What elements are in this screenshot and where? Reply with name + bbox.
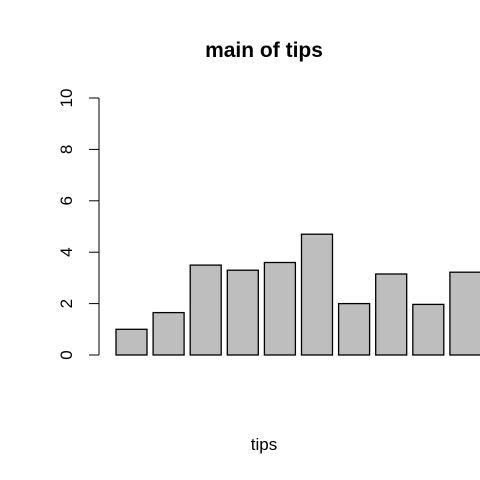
y-ticks: 0 2 4 6 8 10	[57, 89, 99, 360]
y-tick-label: 6	[57, 196, 76, 205]
bar	[337, 302, 371, 356]
bar	[449, 271, 480, 356]
bar	[263, 261, 297, 356]
bar	[152, 311, 185, 356]
bar	[412, 303, 445, 356]
bar	[226, 269, 259, 356]
bars	[115, 233, 480, 356]
bar	[300, 233, 334, 356]
x-axis-label: tips	[251, 435, 277, 454]
y-tick-label: 10	[57, 89, 76, 108]
y-tick-label: 8	[57, 145, 76, 154]
y-tick-label: 2	[57, 299, 76, 308]
chart-title: main of tips	[205, 39, 323, 62]
bar	[189, 264, 222, 356]
y-tick-label: 0	[57, 350, 76, 359]
y-tick-label: 4	[57, 247, 76, 256]
y-axis: 0 2 4 6 8 10	[57, 89, 100, 360]
bar	[375, 273, 408, 356]
bar	[115, 328, 148, 356]
